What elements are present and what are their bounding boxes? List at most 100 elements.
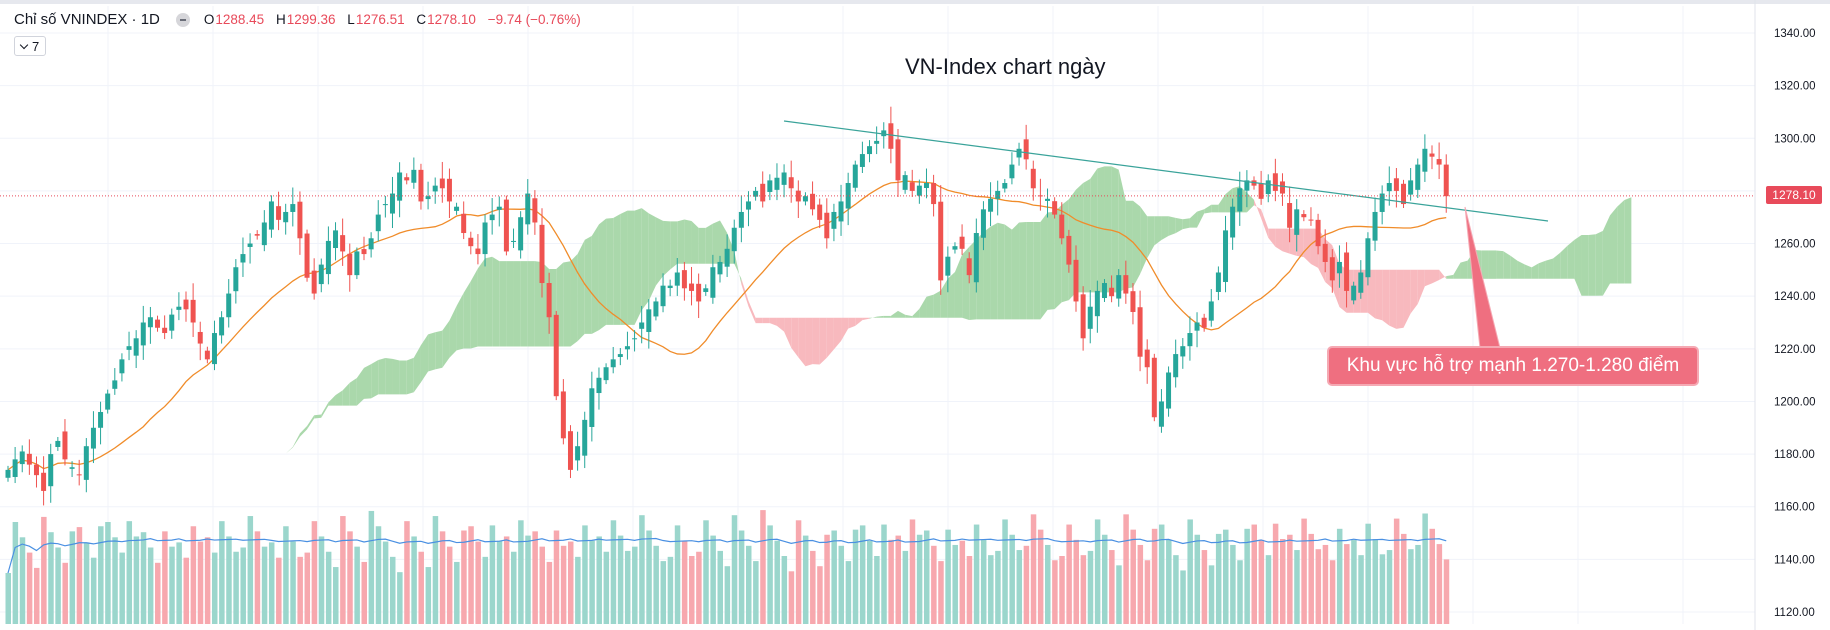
candle-body bbox=[33, 464, 39, 476]
volume-bar bbox=[1023, 545, 1030, 624]
candle-body bbox=[489, 214, 495, 221]
candle-body bbox=[176, 306, 182, 310]
volume-bar bbox=[226, 536, 232, 624]
volume-bar bbox=[1422, 513, 1428, 624]
candle bbox=[347, 243, 353, 292]
candle bbox=[247, 233, 253, 264]
candle-body bbox=[41, 472, 47, 491]
candle-body bbox=[375, 214, 381, 232]
cloud-segment bbox=[655, 217, 664, 286]
candle-body bbox=[76, 474, 82, 476]
volume-bar bbox=[69, 531, 76, 624]
cloud-segment bbox=[1396, 269, 1404, 329]
candle bbox=[1080, 286, 1086, 351]
candle bbox=[831, 203, 837, 242]
high-value: 1299.36 bbox=[286, 12, 336, 27]
volume-bar bbox=[1436, 544, 1443, 624]
cloud-segment bbox=[378, 358, 386, 395]
candle bbox=[190, 283, 196, 337]
volume-bar bbox=[539, 546, 545, 624]
candle bbox=[48, 443, 54, 503]
candle-body bbox=[859, 154, 865, 167]
volume-bar bbox=[211, 552, 218, 624]
candle-body bbox=[1166, 372, 1172, 409]
candle bbox=[140, 305, 146, 360]
candle-body bbox=[781, 172, 787, 185]
candle bbox=[610, 346, 616, 374]
candle-body bbox=[1294, 209, 1300, 235]
candle-body bbox=[155, 319, 161, 328]
candle bbox=[1308, 207, 1314, 226]
cloud-segment bbox=[755, 317, 763, 324]
hide-series-icon[interactable] bbox=[175, 12, 190, 27]
candle-body bbox=[290, 204, 296, 212]
volume-bar bbox=[895, 535, 901, 624]
volume-bar bbox=[952, 544, 958, 624]
cloud-segment bbox=[435, 330, 443, 370]
cloud-segment bbox=[1453, 262, 1461, 279]
volume-bar bbox=[503, 536, 510, 624]
candle bbox=[660, 273, 666, 313]
candle bbox=[197, 321, 203, 361]
candle-body bbox=[389, 193, 395, 214]
candle bbox=[539, 208, 545, 298]
candle-body bbox=[895, 139, 901, 181]
cloud-segment bbox=[1225, 188, 1233, 213]
candle-body bbox=[1443, 164, 1449, 197]
candle bbox=[952, 242, 958, 254]
volume-bar bbox=[446, 546, 453, 624]
volume-bar bbox=[454, 561, 460, 624]
indicators-toggle-button[interactable]: 7 bbox=[14, 36, 47, 56]
candle bbox=[304, 229, 310, 282]
candle bbox=[176, 292, 182, 321]
candle bbox=[1116, 269, 1122, 307]
volume-bar bbox=[1101, 534, 1108, 624]
candle bbox=[368, 232, 374, 258]
cloud-segment bbox=[499, 261, 507, 347]
cloud-segment bbox=[954, 254, 963, 318]
cloud-segment bbox=[1424, 269, 1432, 287]
volume-bar bbox=[938, 561, 944, 624]
symbol-title[interactable]: Chỉ số VNINDEX · 1D bbox=[14, 11, 160, 28]
cloud-segment bbox=[983, 226, 991, 320]
cloud-segment bbox=[812, 317, 820, 365]
support-zone-annotation[interactable]: Khu vực hỗ trợ mạnh 1.270-1.280 điểm bbox=[1327, 346, 1699, 386]
candle-body bbox=[496, 206, 502, 210]
volume-bar bbox=[617, 535, 624, 624]
candle bbox=[290, 187, 296, 227]
candle bbox=[333, 222, 339, 261]
cloud-segment bbox=[1083, 178, 1091, 293]
candle-body bbox=[802, 196, 808, 202]
cloud-segment bbox=[1026, 221, 1034, 320]
candle bbox=[475, 234, 481, 265]
candle-body bbox=[1287, 203, 1293, 228]
candle-body bbox=[553, 314, 559, 397]
candle bbox=[119, 353, 125, 382]
candle bbox=[162, 315, 168, 340]
candle-body bbox=[952, 246, 958, 250]
candle-body bbox=[567, 431, 573, 470]
cloud-segment bbox=[449, 305, 457, 358]
cloud-segment bbox=[1118, 169, 1126, 293]
candle-body bbox=[938, 201, 944, 281]
candle bbox=[454, 202, 460, 215]
candle-body bbox=[404, 177, 410, 181]
candle-body bbox=[1080, 294, 1086, 339]
candle bbox=[1002, 179, 1008, 193]
candle-body bbox=[48, 454, 54, 487]
volume-bar bbox=[496, 540, 503, 624]
volume-bar bbox=[916, 534, 923, 624]
candle-body bbox=[525, 193, 531, 225]
candle bbox=[133, 330, 139, 369]
candle-body bbox=[454, 206, 460, 211]
candle bbox=[909, 169, 915, 197]
candle-body bbox=[959, 236, 965, 249]
cloud-segment bbox=[670, 221, 678, 270]
ma20-line bbox=[7, 180, 1447, 471]
candle-body bbox=[738, 211, 744, 228]
candle bbox=[169, 308, 175, 339]
volume-bar bbox=[397, 572, 403, 624]
candle bbox=[446, 168, 452, 219]
candle-body bbox=[1030, 168, 1036, 189]
